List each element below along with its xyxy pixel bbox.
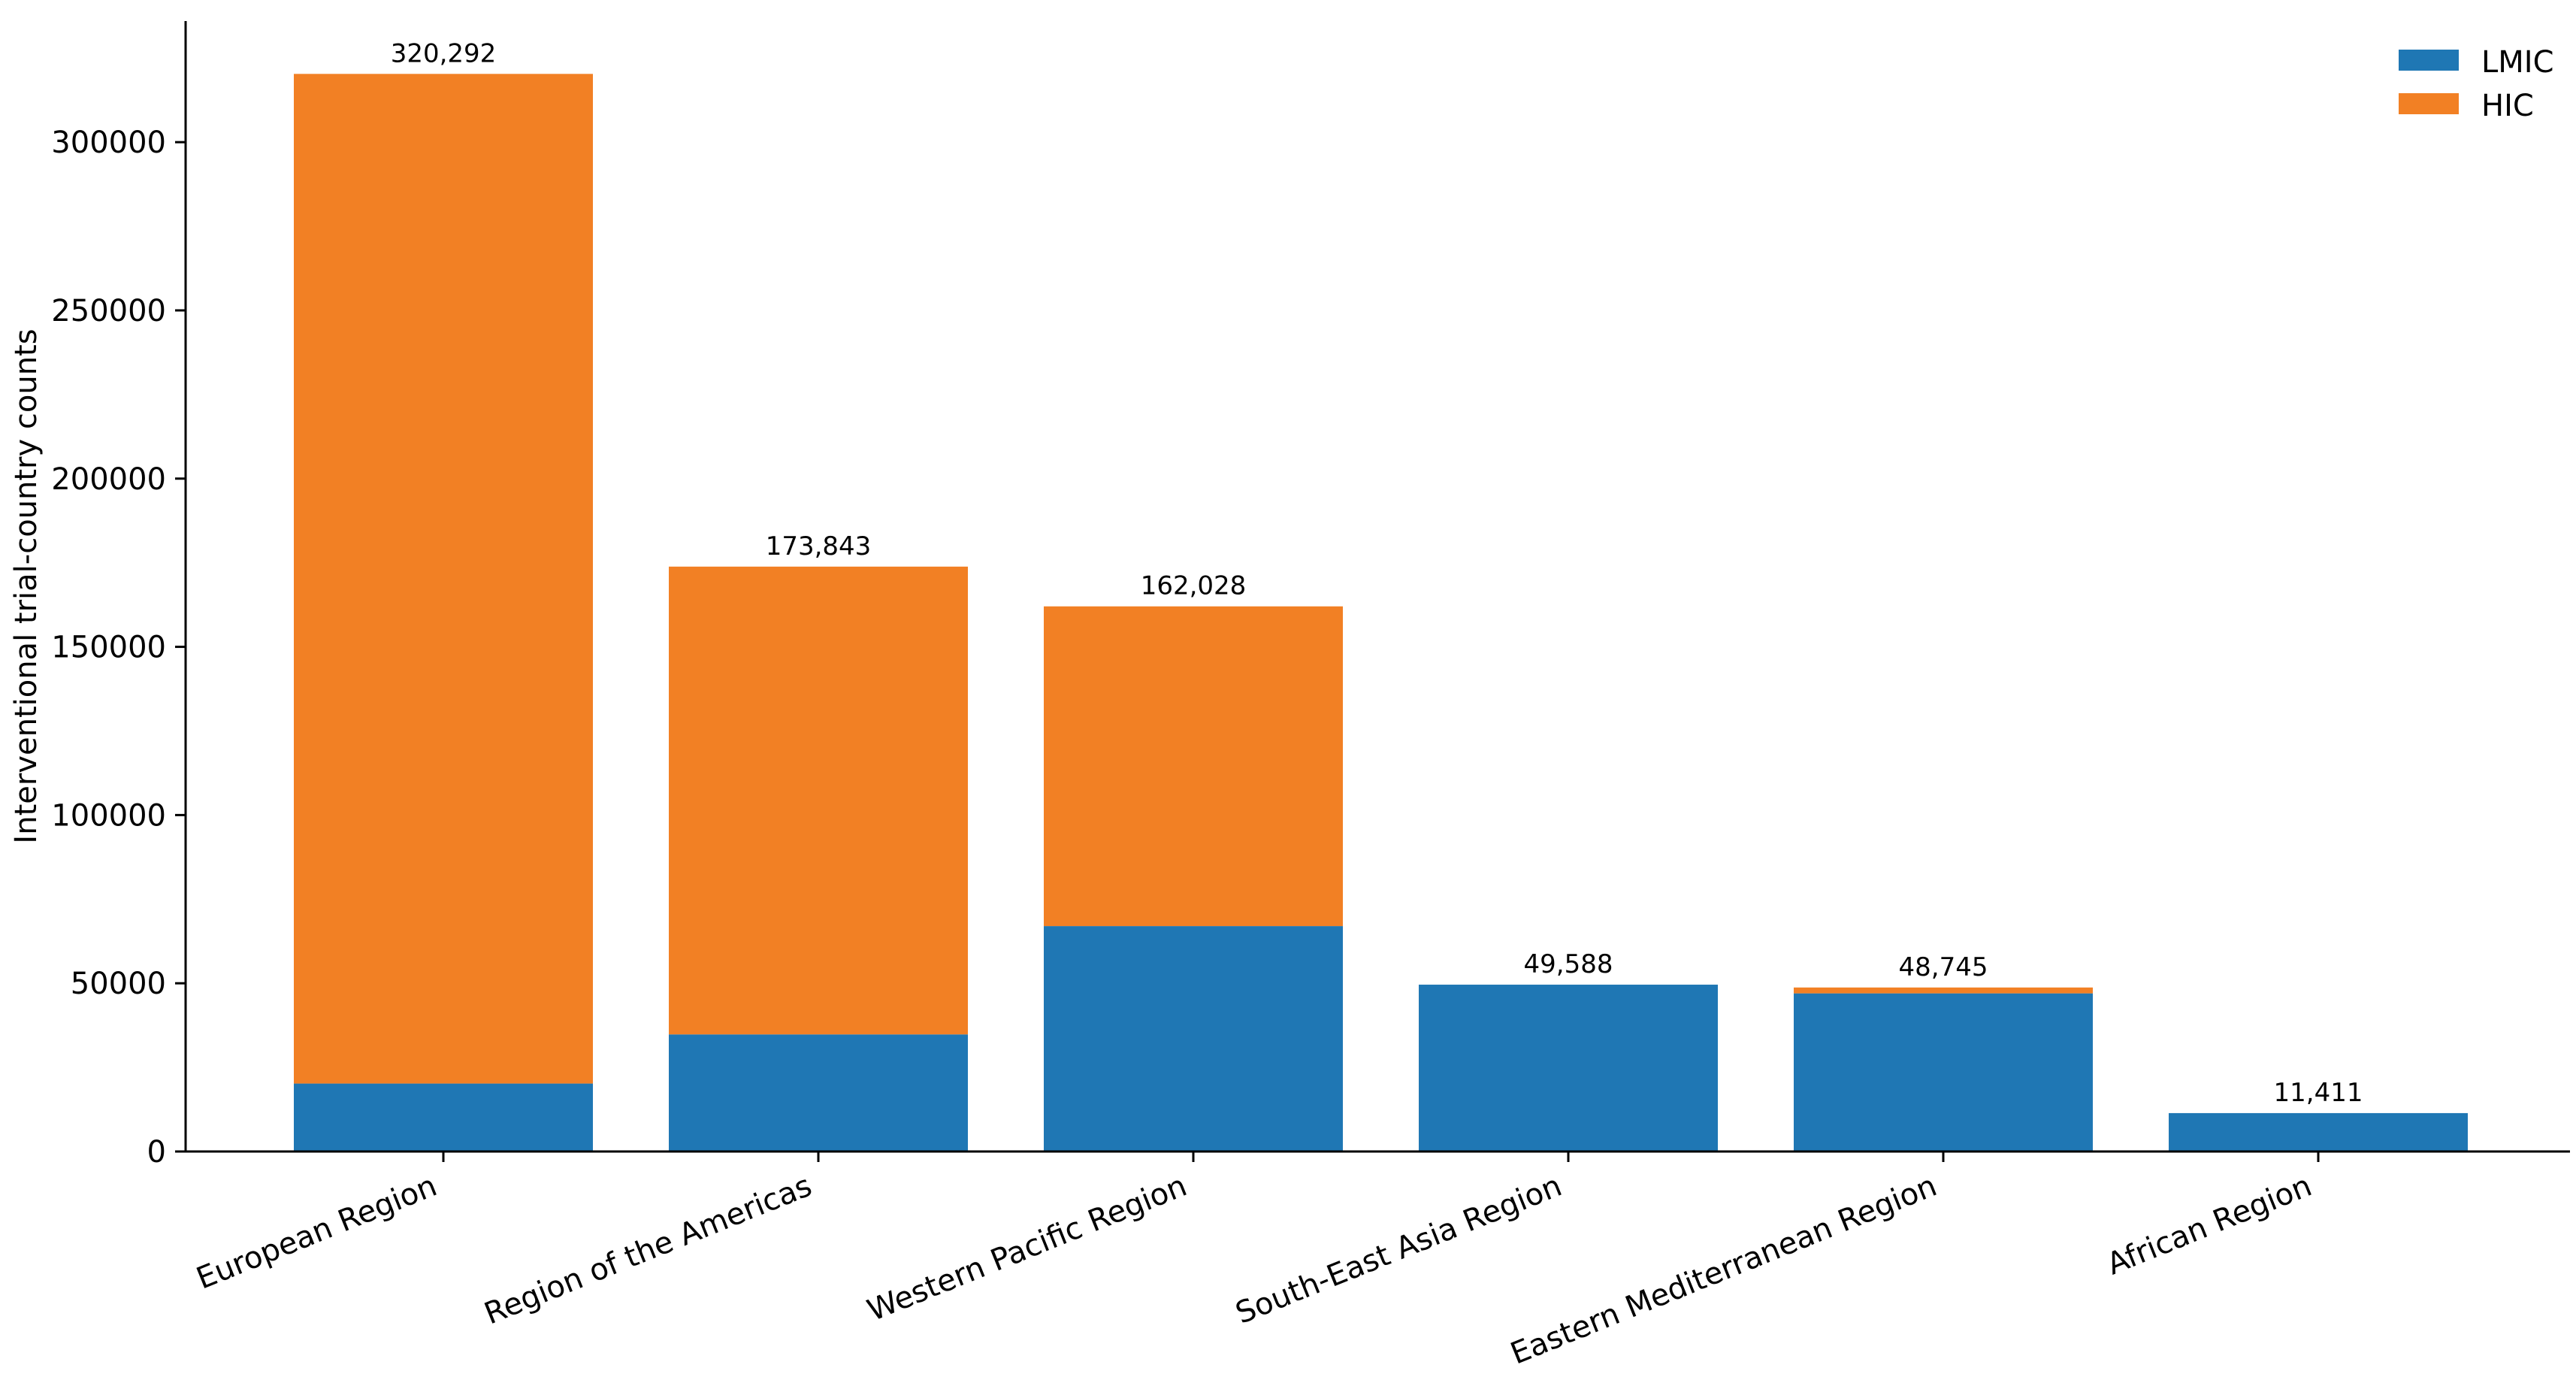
bar-lmic-region-of-the-americas bbox=[669, 1034, 968, 1151]
axes bbox=[184, 21, 2570, 1153]
bars-layer bbox=[294, 74, 2468, 1151]
legend-swatch-lmic bbox=[2399, 50, 2459, 71]
y-tick-label-100000: 100000 bbox=[51, 798, 166, 833]
total-labels: 320,292 173,843 162,028 49,588 48,745 11,411 bbox=[391, 38, 2363, 1108]
bar-lmic-south-east-asia-region bbox=[1419, 985, 1718, 1151]
legend-label-hic: HIC bbox=[2481, 89, 2534, 123]
y-tick-label-200000: 200000 bbox=[51, 462, 166, 497]
y-tick-label-150000: 150000 bbox=[51, 631, 166, 665]
legend: LMIC HIC bbox=[2399, 45, 2554, 123]
total-label-region-of-the-americas: 173,843 bbox=[766, 531, 872, 561]
x-tick-label-western-pacific-region: Western Pacific Region bbox=[863, 1169, 1192, 1329]
y-tick-label-0: 0 bbox=[147, 1135, 166, 1170]
total-label-south-east-asia-region: 49,588 bbox=[1524, 949, 1613, 979]
bar-hic-western-pacific-region bbox=[1044, 606, 1343, 927]
bar-lmic-african-region bbox=[2169, 1112, 2468, 1151]
y-tick-label-250000: 250000 bbox=[51, 294, 166, 328]
x-ticks: European Region Region of the Americas Wes… bbox=[192, 1151, 2320, 1372]
y-axis-title: Interventional trial-country counts bbox=[9, 328, 44, 843]
total-label-european-region: 320,292 bbox=[391, 38, 497, 68]
x-tick-label-european-region: European Region bbox=[192, 1169, 442, 1297]
x-tick-label-region-of-the-americas: Region of the Americas bbox=[479, 1169, 816, 1332]
bar-hic-region-of-the-americas bbox=[669, 566, 968, 1035]
bar-lmic-european-region bbox=[294, 1083, 593, 1151]
legend-swatch-hic bbox=[2399, 93, 2459, 114]
total-label-eastern-mediterranean-region: 48,745 bbox=[1899, 952, 1988, 982]
y-tick-label-300000: 300000 bbox=[51, 126, 166, 160]
bar-hic-european-region bbox=[294, 74, 593, 1084]
total-label-african-region: 11,411 bbox=[2274, 1078, 2363, 1108]
x-tick-label-african-region: African Region bbox=[2102, 1169, 2316, 1282]
x-tick-label-south-east-asia-region: South-East Asia Region bbox=[1231, 1169, 1567, 1331]
y-tick-label-50000: 50000 bbox=[71, 967, 166, 1001]
legend-label-lmic: LMIC bbox=[2481, 45, 2554, 80]
x-tick-label-eastern-mediterranean-region: Eastern Mediterranean Region bbox=[1506, 1169, 1942, 1372]
y-ticks: 0 50000 100000 150000 200000 250000 300000 bbox=[51, 126, 186, 1170]
bar-lmic-eastern-mediterranean-region bbox=[1794, 993, 2093, 1151]
bar-hic-eastern-mediterranean-region bbox=[1794, 987, 2093, 994]
bar-lmic-western-pacific-region bbox=[1044, 926, 1343, 1151]
total-label-western-pacific-region: 162,028 bbox=[1141, 571, 1247, 601]
